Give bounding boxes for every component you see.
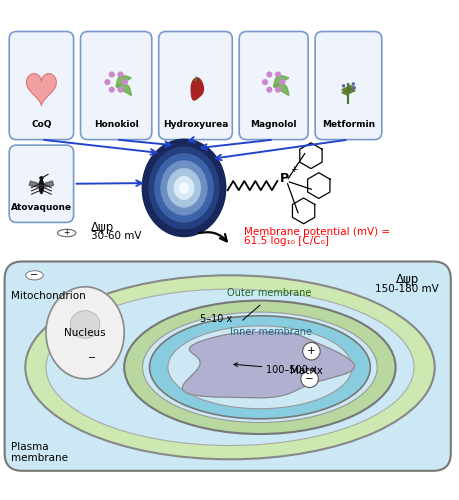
Ellipse shape	[261, 79, 268, 85]
Ellipse shape	[179, 182, 189, 194]
Ellipse shape	[148, 146, 219, 230]
Polygon shape	[341, 87, 348, 92]
Text: 100–500 x: 100–500 x	[265, 364, 316, 374]
Ellipse shape	[142, 312, 376, 422]
Polygon shape	[116, 84, 131, 96]
FancyBboxPatch shape	[239, 32, 308, 140]
Text: Outer membrane: Outer membrane	[226, 288, 311, 298]
Ellipse shape	[104, 79, 110, 85]
Text: 5–10 x: 5–10 x	[200, 314, 232, 324]
Ellipse shape	[160, 160, 207, 216]
Text: +: +	[307, 346, 315, 356]
Ellipse shape	[57, 230, 76, 236]
Ellipse shape	[46, 289, 413, 446]
Text: +: +	[289, 165, 297, 174]
Polygon shape	[116, 76, 131, 86]
FancyBboxPatch shape	[5, 262, 450, 471]
Ellipse shape	[279, 79, 285, 85]
Text: −: −	[30, 270, 39, 280]
Text: Δψp: Δψp	[395, 274, 418, 286]
Ellipse shape	[124, 300, 395, 434]
Ellipse shape	[117, 86, 123, 92]
Ellipse shape	[46, 287, 124, 379]
Ellipse shape	[117, 72, 123, 78]
FancyBboxPatch shape	[158, 32, 232, 140]
Ellipse shape	[167, 168, 201, 207]
Text: Matrix: Matrix	[289, 366, 322, 376]
Polygon shape	[348, 88, 354, 94]
Text: Δψp: Δψp	[91, 222, 114, 234]
Text: CoQ: CoQ	[31, 120, 51, 130]
Ellipse shape	[266, 86, 272, 92]
Ellipse shape	[302, 342, 319, 360]
Ellipse shape	[142, 140, 225, 236]
Text: −: −	[304, 374, 313, 384]
Ellipse shape	[274, 86, 280, 92]
Text: P: P	[279, 172, 288, 185]
FancyBboxPatch shape	[9, 32, 73, 140]
Ellipse shape	[341, 84, 345, 87]
Ellipse shape	[352, 86, 355, 90]
Ellipse shape	[174, 176, 194, 200]
Text: 61.5 log₁₀ [C/C₀]: 61.5 log₁₀ [C/C₀]	[243, 236, 328, 246]
Ellipse shape	[70, 310, 100, 338]
Polygon shape	[41, 181, 53, 188]
Polygon shape	[341, 90, 348, 96]
Ellipse shape	[108, 86, 115, 92]
Polygon shape	[273, 84, 288, 96]
Text: 30-60 mV: 30-60 mV	[91, 231, 141, 241]
Ellipse shape	[108, 72, 115, 78]
Polygon shape	[348, 85, 354, 90]
Ellipse shape	[351, 82, 354, 86]
Ellipse shape	[168, 326, 351, 408]
Polygon shape	[191, 78, 203, 100]
FancyBboxPatch shape	[314, 32, 381, 140]
Text: Atovaquone: Atovaquone	[11, 204, 72, 212]
Ellipse shape	[266, 72, 272, 78]
Ellipse shape	[39, 179, 44, 194]
Text: Nucleus: Nucleus	[64, 328, 106, 338]
Ellipse shape	[300, 370, 318, 388]
Text: Plasma
membrane: Plasma membrane	[11, 442, 68, 463]
Ellipse shape	[39, 176, 44, 180]
Polygon shape	[29, 181, 41, 188]
FancyBboxPatch shape	[80, 32, 151, 140]
Polygon shape	[182, 332, 354, 398]
Ellipse shape	[25, 276, 434, 460]
Ellipse shape	[274, 72, 280, 78]
Text: −: −	[88, 353, 96, 363]
Ellipse shape	[122, 79, 128, 85]
Ellipse shape	[26, 270, 43, 280]
Polygon shape	[27, 74, 56, 106]
Text: Honokiol: Honokiol	[94, 120, 138, 130]
Text: Magnolol: Magnolol	[250, 120, 297, 130]
Text: Hydroxyurea: Hydroxyurea	[162, 120, 228, 130]
Ellipse shape	[154, 153, 213, 222]
Text: Mitochondrion: Mitochondrion	[11, 291, 86, 301]
Text: Inner membrane: Inner membrane	[230, 326, 312, 336]
FancyBboxPatch shape	[9, 145, 73, 222]
Text: Metformin: Metformin	[321, 120, 374, 130]
Ellipse shape	[149, 316, 369, 419]
Text: 150-180 mV: 150-180 mV	[375, 284, 438, 294]
Polygon shape	[273, 76, 288, 86]
Text: +: +	[63, 228, 70, 237]
Text: Membrane potential (mV) =: Membrane potential (mV) =	[243, 226, 389, 236]
